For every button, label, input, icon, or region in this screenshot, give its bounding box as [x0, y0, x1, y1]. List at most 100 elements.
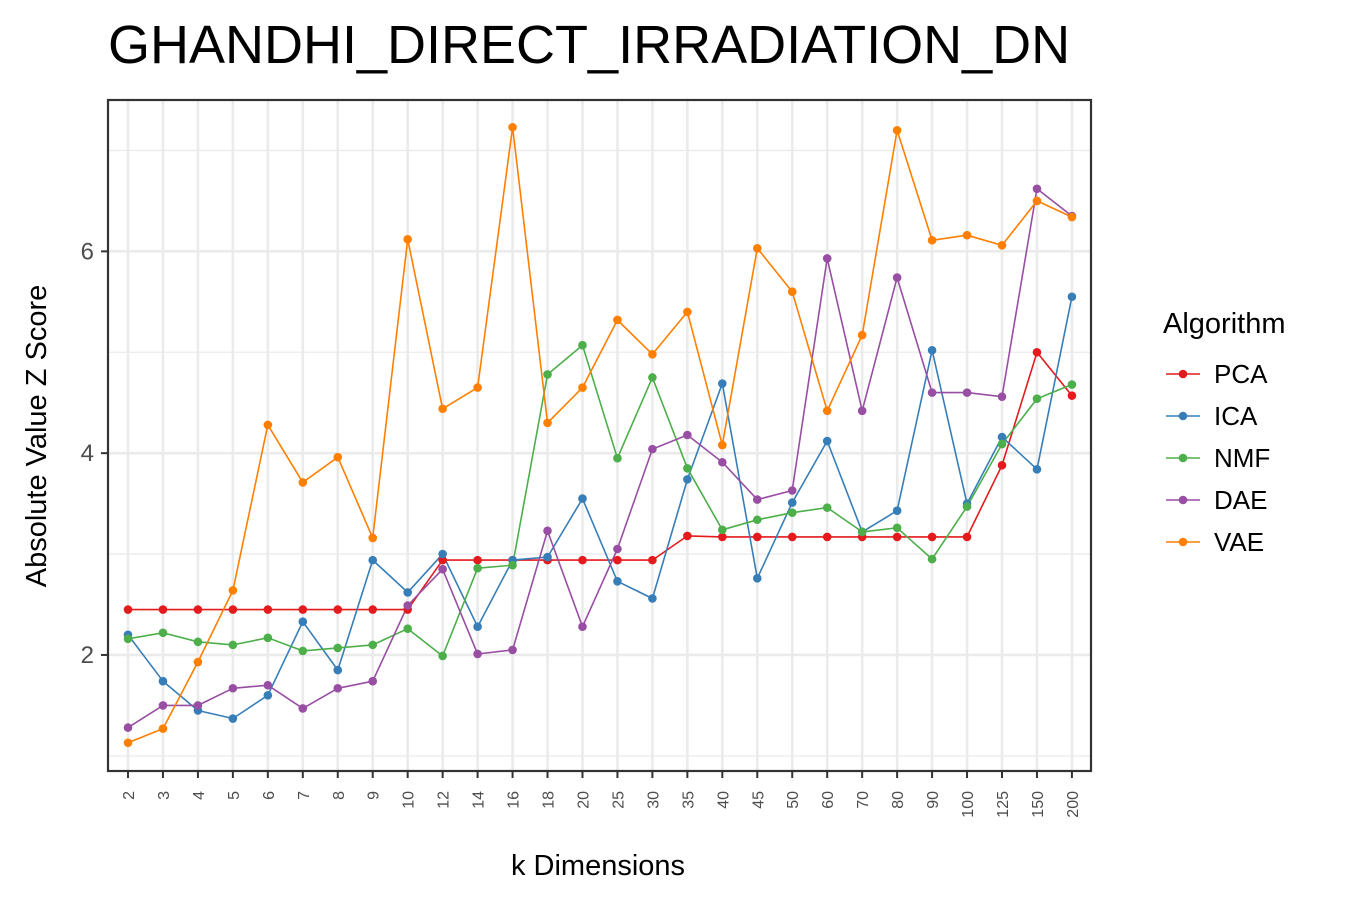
data-point-nmf [333, 643, 343, 653]
data-point-dae [578, 622, 587, 632]
data-point-dae [752, 495, 762, 504]
data-point-pca [613, 555, 622, 565]
data-point-ica [578, 494, 587, 503]
legend-key-point-vae [1178, 537, 1188, 547]
data-point-vae [578, 383, 587, 392]
series-line-dae [127, 188, 1073, 729]
data-point-nmf [403, 624, 412, 634]
data-point-nmf [752, 515, 762, 525]
x-axis: 2 3 4 5 6 7 8 9 10 12 14 16 18 20 25 30 35 40 45 50 60 70 80 90… [121, 771, 1082, 818]
x-tick-label: 20 [575, 791, 592, 809]
data-point-nmf [438, 651, 447, 661]
data-point-dae [473, 649, 482, 659]
data-point-vae [1032, 196, 1042, 206]
data-point-dae [892, 273, 902, 282]
legend-label-nmf: NMF [1214, 443, 1270, 473]
data-point-dae [1032, 184, 1042, 194]
x-tick-label: 16 [506, 791, 523, 809]
data-point-pca [787, 532, 797, 542]
data-point-nmf [158, 628, 168, 638]
data-point-ica [438, 549, 447, 559]
data-point-vae [962, 230, 972, 240]
data-point-nmf [263, 633, 273, 643]
x-tick-label: 18 [541, 791, 558, 809]
series-lines [127, 126, 1073, 744]
legend-key-point-dae [1178, 495, 1188, 505]
data-point-nmf [473, 563, 482, 573]
series-line-vae [127, 126, 1073, 744]
legend-title: Algorithm [1163, 308, 1286, 340]
data-point-nmf [613, 453, 622, 463]
x-tick-label: 9 [366, 791, 383, 800]
x-axis-title: k Dimensions [511, 850, 685, 882]
data-point-nmf [683, 463, 692, 473]
data-point-ica [613, 577, 622, 586]
data-point-ica [787, 498, 797, 507]
legend: Algorithm PCA ICA NMF DAE VAE [1163, 308, 1286, 557]
x-tick-label: 50 [785, 791, 802, 809]
data-point-dae [508, 645, 517, 655]
data-point-dae [648, 444, 657, 454]
x-tick-label: 150 [1030, 791, 1047, 818]
data-point-ica [403, 588, 412, 597]
data-point-nmf [787, 508, 797, 517]
data-point-nmf [368, 640, 378, 650]
data-point-dae [683, 430, 692, 440]
data-point-vae [857, 330, 867, 340]
data-point-vae [683, 307, 692, 317]
x-tick-label: 45 [750, 791, 767, 809]
x-tick-label: 200 [1065, 791, 1082, 818]
data-point-vae [298, 478, 308, 487]
data-point-vae [158, 724, 168, 733]
y-axis: 2 4 6 [81, 238, 108, 669]
x-tick-label: 60 [820, 791, 837, 809]
data-point-pca [718, 532, 727, 542]
data-point-dae [298, 704, 308, 713]
grid-lines [108, 100, 1091, 771]
data-point-ica [927, 345, 937, 355]
data-point-vae [927, 235, 937, 245]
x-tick-label: 3 [156, 791, 173, 800]
x-tick-label: 30 [645, 791, 662, 809]
legend-key-point-ica [1178, 411, 1188, 421]
data-point-pca [438, 555, 447, 565]
x-tick-label: 25 [610, 791, 627, 809]
data-point-nmf [1067, 380, 1077, 389]
data-point-dae [228, 683, 238, 693]
data-point-ica [648, 594, 657, 603]
data-point-dae [962, 388, 972, 397]
data-point-vae [508, 122, 517, 132]
data-point-vae [228, 586, 238, 595]
legend-key-point-nmf [1178, 453, 1188, 463]
x-tick-label: 70 [855, 791, 872, 809]
y-tick-label: 6 [81, 238, 94, 265]
data-point-ica [718, 379, 727, 388]
data-point-vae [718, 440, 727, 450]
data-point-pca [158, 605, 168, 614]
data-point-vae [263, 420, 273, 430]
data-point-nmf [892, 523, 902, 533]
data-point-ica [752, 573, 762, 583]
legend-key-point-pca [1178, 369, 1188, 379]
data-point-dae [123, 723, 133, 732]
data-point-ica [473, 622, 482, 632]
x-tick-label: 125 [995, 791, 1012, 818]
data-point-pca [228, 605, 238, 614]
x-tick-label: 4 [191, 791, 208, 800]
data-point-ica [1067, 292, 1077, 302]
data-point-vae [997, 240, 1007, 250]
data-point-nmf [1032, 394, 1042, 403]
x-tick-label: 7 [296, 791, 313, 800]
chart-title: GHANDHI_DIRECT_IRRADIATION_DN [108, 15, 1070, 75]
data-point-vae [822, 406, 832, 416]
data-point-nmf [543, 370, 552, 379]
x-tick-label: 8 [331, 791, 348, 800]
data-point-vae [752, 244, 762, 253]
data-point-dae [368, 676, 378, 686]
data-point-pca [997, 460, 1007, 470]
data-point-ica [368, 555, 378, 565]
data-point-vae [648, 349, 657, 359]
plot-panel-border [106, 98, 1093, 773]
data-point-nmf [298, 646, 308, 656]
data-point-ica [543, 552, 552, 562]
